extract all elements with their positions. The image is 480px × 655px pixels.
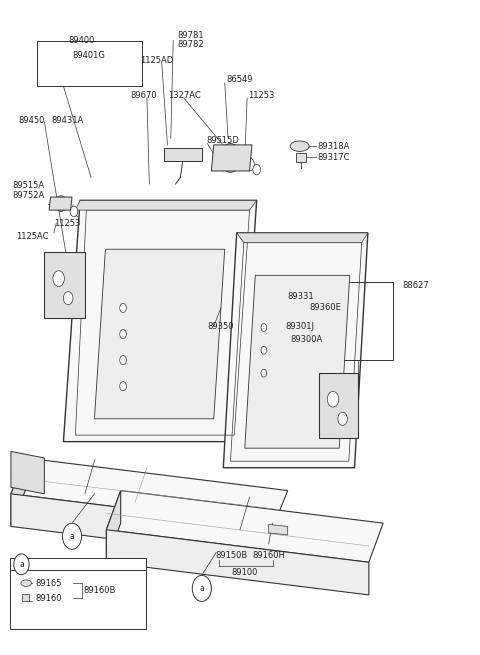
Text: 89450: 89450 <box>18 115 45 124</box>
Text: a: a <box>19 560 24 569</box>
Circle shape <box>62 523 82 550</box>
Circle shape <box>245 158 254 171</box>
Circle shape <box>63 291 73 305</box>
Bar <box>37 41 142 86</box>
Text: 89318A: 89318A <box>318 141 350 151</box>
Text: 89301J: 89301J <box>285 322 314 331</box>
Circle shape <box>261 346 267 354</box>
Polygon shape <box>11 451 44 494</box>
Polygon shape <box>164 148 202 161</box>
Polygon shape <box>11 494 274 559</box>
Text: 11253: 11253 <box>54 219 80 228</box>
Text: 1125AD: 1125AD <box>140 56 173 65</box>
Polygon shape <box>11 458 288 527</box>
Polygon shape <box>95 250 225 419</box>
Text: 86549: 86549 <box>227 75 253 84</box>
Text: a: a <box>200 584 204 593</box>
Circle shape <box>120 382 126 391</box>
Polygon shape <box>63 200 257 441</box>
Text: 89165: 89165 <box>36 578 62 588</box>
Text: 1327AC: 1327AC <box>168 92 201 100</box>
Text: a: a <box>70 532 74 541</box>
Ellipse shape <box>290 141 309 151</box>
Circle shape <box>120 356 126 365</box>
Text: 89350: 89350 <box>207 322 234 331</box>
Text: 89317C: 89317C <box>318 153 350 162</box>
Circle shape <box>220 143 241 172</box>
Bar <box>302 282 393 360</box>
Polygon shape <box>269 525 288 535</box>
Circle shape <box>70 206 78 217</box>
Text: 89431A: 89431A <box>51 115 84 124</box>
Circle shape <box>253 164 261 175</box>
Text: 89300A: 89300A <box>290 335 323 344</box>
Circle shape <box>53 271 64 286</box>
Text: 89331: 89331 <box>288 291 314 301</box>
Circle shape <box>338 412 348 425</box>
Text: 89515D: 89515D <box>206 136 240 145</box>
Polygon shape <box>107 491 120 562</box>
Circle shape <box>261 369 267 377</box>
Polygon shape <box>245 275 350 448</box>
Polygon shape <box>107 530 369 595</box>
Polygon shape <box>11 458 25 527</box>
Text: 89782: 89782 <box>177 40 204 49</box>
Polygon shape <box>296 153 306 162</box>
Bar <box>10 558 146 629</box>
Circle shape <box>55 196 67 212</box>
Text: 89400: 89400 <box>68 36 94 45</box>
Text: 89160: 89160 <box>36 593 62 603</box>
Circle shape <box>120 303 126 312</box>
Circle shape <box>192 575 211 601</box>
Polygon shape <box>107 491 383 562</box>
Polygon shape <box>211 145 252 171</box>
Text: 89781: 89781 <box>177 31 204 40</box>
Circle shape <box>120 329 126 339</box>
Text: 89160H: 89160H <box>252 552 285 560</box>
Text: 89515A: 89515A <box>12 181 44 190</box>
Text: 89150B: 89150B <box>215 552 247 560</box>
Text: 89360E: 89360E <box>309 303 341 312</box>
Polygon shape <box>23 593 29 601</box>
Polygon shape <box>75 200 257 210</box>
Text: 89401G: 89401G <box>72 51 105 60</box>
Polygon shape <box>223 233 368 468</box>
Circle shape <box>14 554 29 574</box>
Circle shape <box>261 324 267 331</box>
Text: 11253: 11253 <box>249 92 275 100</box>
Polygon shape <box>237 233 368 243</box>
Polygon shape <box>49 197 72 210</box>
Text: 89160B: 89160B <box>84 586 116 595</box>
Bar <box>10 558 146 570</box>
Text: 88627: 88627 <box>402 280 429 290</box>
Ellipse shape <box>21 580 32 586</box>
Polygon shape <box>44 252 85 318</box>
Polygon shape <box>319 373 359 438</box>
Text: 89752A: 89752A <box>12 191 44 200</box>
Text: 89100: 89100 <box>231 568 258 576</box>
Text: 1125AC: 1125AC <box>16 232 48 240</box>
Circle shape <box>327 392 339 407</box>
Text: 89670: 89670 <box>130 92 157 100</box>
